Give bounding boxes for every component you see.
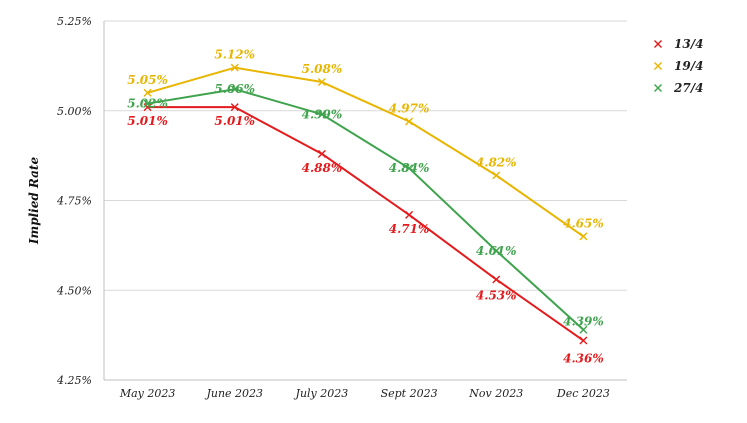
- legend-label: 19/4: [674, 59, 703, 73]
- y-tick-label: 4.50%: [56, 284, 92, 297]
- marker-stroke: [405, 164, 414, 173]
- y-tick-label: 4.25%: [56, 374, 92, 387]
- x-tick-label: May 2023: [119, 387, 176, 400]
- data-label: 4.99%: [302, 107, 343, 121]
- data-label: 5.02%: [127, 97, 168, 111]
- data-label: 4.88%: [302, 161, 343, 175]
- x-tick-label: Nov 2023: [468, 387, 523, 400]
- data-label: 5.08%: [302, 62, 343, 76]
- data-label: 5.01%: [214, 114, 255, 128]
- marker-stroke: [143, 103, 152, 112]
- marker-stroke: [317, 78, 326, 87]
- data-point: [492, 275, 501, 284]
- marker-stroke: [230, 85, 239, 94]
- data-label: 4.65%: [563, 216, 604, 230]
- data-point: [405, 117, 414, 126]
- data-point: [492, 246, 501, 255]
- data-point: [317, 110, 326, 119]
- legend-item-19-4: 19/4: [654, 59, 703, 73]
- data-label: 5.01%: [127, 114, 168, 128]
- data-point: [405, 210, 414, 219]
- marker-stroke: [230, 63, 239, 72]
- data-label: 4.82%: [476, 155, 517, 169]
- legend-label: 13/4: [674, 37, 703, 51]
- data-point: [230, 63, 239, 72]
- data-labels: 5.01% 5.01% 4.88% 4.71% 4.53% 4.36% 5.05% 5.12%…: [127, 48, 603, 366]
- marker-stroke: [317, 110, 326, 119]
- series-line-13-4: [147, 106, 584, 342]
- data-point: [579, 336, 588, 345]
- y-axis-title: Implied Rate: [27, 157, 41, 246]
- legend: 13/4 19/4 27/4: [654, 37, 703, 95]
- data-label: 4.61%: [476, 244, 517, 258]
- data-label: 4.39%: [563, 315, 604, 329]
- marker-stroke: [405, 210, 414, 219]
- x-tick-label: Dec 2023: [556, 387, 610, 400]
- legend-marker-icon: [654, 62, 662, 70]
- legend-marker-icon: [654, 84, 662, 92]
- data-point: [579, 232, 588, 241]
- legend-label: 27/4: [673, 81, 703, 95]
- data-point: [492, 171, 501, 180]
- legend-item-27-4: 27/4: [654, 81, 703, 95]
- data-label: 4.84%: [389, 161, 430, 175]
- marker-stroke: [654, 40, 662, 48]
- data-point: [317, 78, 326, 87]
- marker-stroke: [579, 232, 588, 241]
- series-line-19-4: [147, 66, 584, 238]
- marker-stroke: [579, 325, 588, 334]
- axes: 4.25% 4.50% 4.75% 5.00% 5.25% May 2023 June 20…: [27, 15, 627, 400]
- marker-stroke: [143, 88, 152, 97]
- legend-item-13-4: 13/4: [654, 37, 703, 51]
- series-group: [143, 63, 588, 345]
- marker-stroke: [230, 103, 239, 112]
- data-point: [143, 103, 152, 112]
- data-label: 4.71%: [389, 222, 430, 236]
- data-point: [317, 149, 326, 158]
- series-line-27-4: [147, 88, 585, 331]
- y-tick-label: 5.25%: [57, 15, 92, 28]
- marker-stroke: [405, 117, 414, 126]
- data-label: 4.97%: [389, 102, 430, 116]
- data-label: 5.06%: [214, 82, 255, 96]
- marker-stroke: [654, 62, 662, 70]
- legend-marker-icon: [654, 40, 662, 48]
- data-label: 5.12%: [214, 48, 255, 62]
- data-point: [143, 99, 152, 108]
- marker-stroke: [492, 246, 501, 255]
- y-tick-label: 4.75%: [56, 195, 92, 208]
- marker-stroke: [492, 275, 501, 284]
- data-point: [230, 103, 239, 112]
- y-tick-label: 5.00%: [57, 105, 92, 118]
- x-tick-label: June 2023: [204, 387, 263, 400]
- data-point: [405, 164, 414, 173]
- marker-stroke: [317, 149, 326, 158]
- marker-stroke: [654, 84, 662, 92]
- x-tick-label: Sept 2023: [381, 387, 438, 400]
- data-label: 4.36%: [563, 352, 604, 366]
- marker-stroke: [143, 99, 152, 108]
- marker-stroke: [579, 336, 588, 345]
- gridlines: [104, 20, 627, 381]
- data-point: [579, 325, 588, 334]
- data-point: [143, 88, 152, 97]
- data-point: [230, 85, 239, 94]
- marker-stroke: [492, 171, 501, 180]
- data-label: 5.05%: [127, 73, 168, 87]
- data-label: 4.53%: [476, 288, 517, 302]
- x-tick-label: July 2023: [294, 387, 349, 400]
